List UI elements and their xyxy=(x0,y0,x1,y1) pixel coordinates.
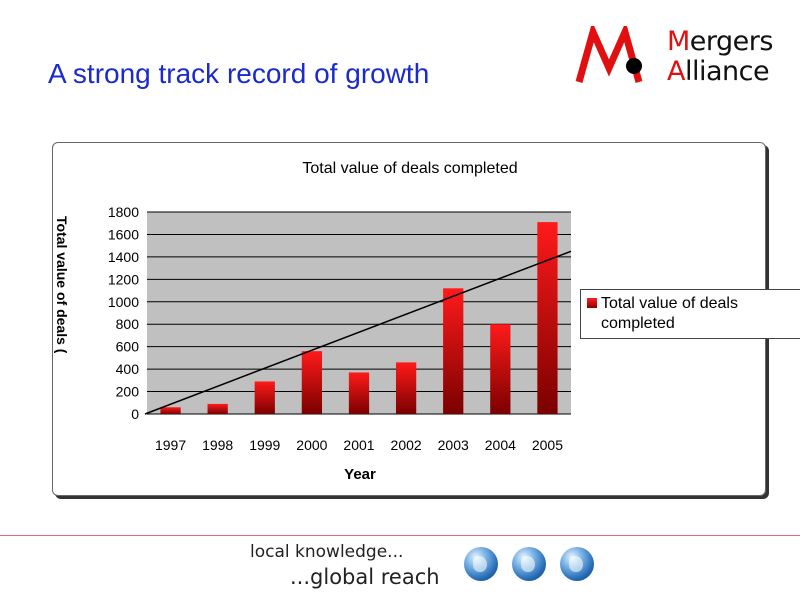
y-tick-label: 400 xyxy=(116,361,140,377)
bars xyxy=(160,222,558,414)
logo-line-1: Mergers xyxy=(667,26,773,57)
x-tick-label: 2000 xyxy=(296,437,327,453)
bar-2002 xyxy=(395,362,417,414)
tagline-global: ...global reach xyxy=(290,565,440,589)
chart-title: Total value of deals completed xyxy=(302,160,517,177)
bar-1999 xyxy=(254,381,275,414)
x-tick-label: 1997 xyxy=(155,437,186,453)
globe-icon xyxy=(512,547,546,581)
x-tick-label: 2005 xyxy=(532,437,563,453)
y-tick-label: 1400 xyxy=(108,249,139,265)
bar-2005 xyxy=(537,222,558,414)
footer-divider xyxy=(0,535,800,536)
globe-icon xyxy=(560,547,594,581)
bar-2003 xyxy=(443,288,464,414)
y-axis-label: Total value of deals ($m) xyxy=(54,216,70,353)
y-tick-label: 1000 xyxy=(108,294,139,310)
chart-container: Total value of deals completed 0 200 400 60… xyxy=(52,142,800,496)
legend-label: Total value of deals completed xyxy=(601,295,738,332)
bar-2004 xyxy=(490,324,511,414)
logo-line-2: Alliance xyxy=(667,56,770,87)
x-tick-label: 1998 xyxy=(202,437,233,453)
trendline xyxy=(144,250,572,415)
bar-2000 xyxy=(301,351,323,414)
y-tick-label: 1600 xyxy=(108,226,139,242)
y-tick-label: 600 xyxy=(116,339,140,355)
bar-1998 xyxy=(207,403,228,414)
y-tick-label: 0 xyxy=(131,406,139,422)
mergers-alliance-logo: Mergers Alliance xyxy=(575,21,780,88)
chart-legend: Total value of deals completed xyxy=(580,289,800,339)
y-tick-label: 1200 xyxy=(108,271,139,287)
y-tick-label: 200 xyxy=(116,384,140,400)
slide-title: A strong track record of growth xyxy=(48,58,430,89)
logo-mark-icon xyxy=(575,21,643,83)
x-axis-ticks: 1997 1998 1999 2000 2001 2002 2003 2004 2005 xyxy=(155,437,563,453)
globe-icon xyxy=(464,547,498,581)
x-tick-label: 2003 xyxy=(438,437,469,453)
bar-chart: Total value of deals completed 0 200 400 60… xyxy=(108,160,572,483)
bar-2001 xyxy=(348,372,370,414)
bar-1997 xyxy=(160,407,181,414)
y-tick-label: 800 xyxy=(116,316,140,332)
x-axis-label: Year xyxy=(344,466,376,483)
x-tick-label: 2001 xyxy=(343,437,374,453)
y-tick-label: 1800 xyxy=(108,204,139,220)
x-tick-label: 2002 xyxy=(391,437,422,453)
legend-swatch xyxy=(587,298,597,308)
y-axis-ticks: 0 200 400 600 800 1000 1200 1400 1600 1800 xyxy=(108,204,139,422)
tagline-local: local knowledge... xyxy=(250,542,404,562)
x-tick-label: 2004 xyxy=(485,437,516,453)
x-tick-label: 1999 xyxy=(249,437,280,453)
y-axis-label-box: Total value of deals ($m) xyxy=(53,213,71,353)
